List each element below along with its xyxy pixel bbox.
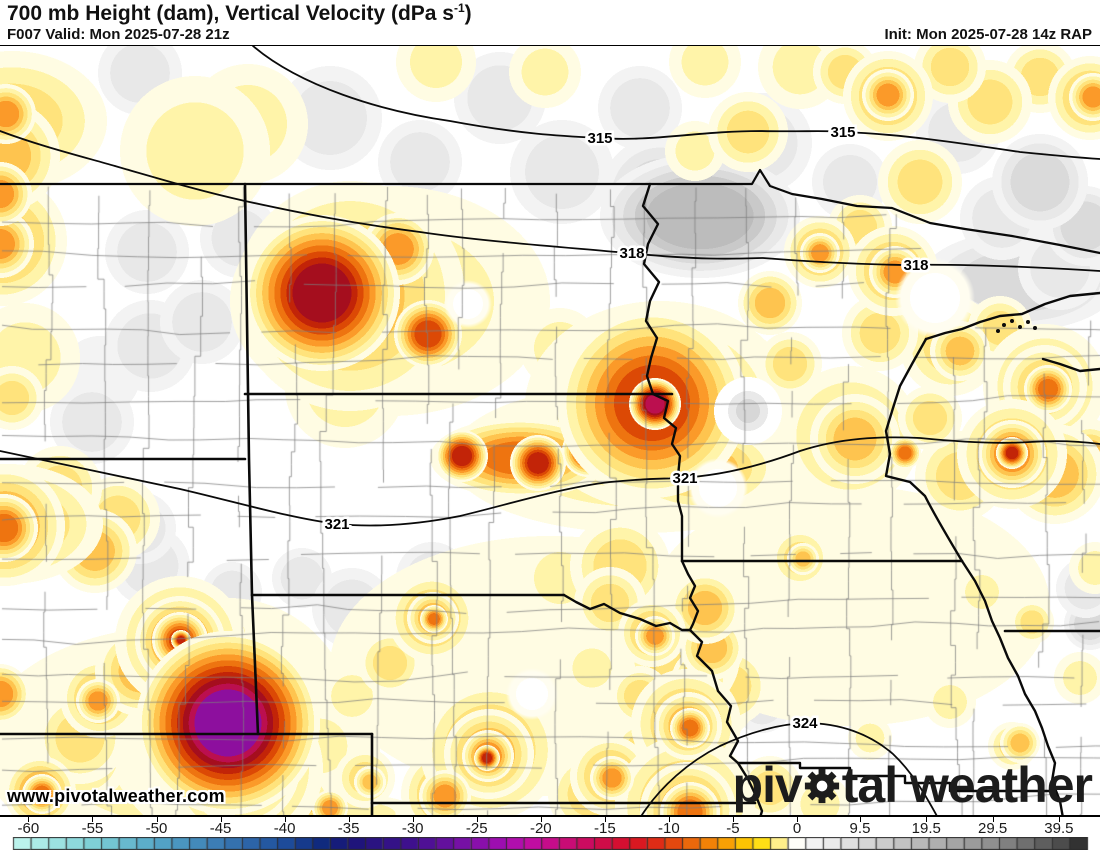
colorbar-tick xyxy=(992,817,994,822)
init-time-text: Init: Mon 2025-07-28 14z RAP xyxy=(884,26,1092,43)
watermark-url: www.pivotalweather.com xyxy=(7,786,225,806)
colorbar-tick-label: -50 xyxy=(145,820,168,837)
colorbar-tick-label: 0 xyxy=(792,820,802,837)
colorbar: -60 -55 -50 -45 -40 -35 -30 -25 -20 -15 -10 -5 0 9.5 1… xyxy=(0,817,1100,850)
colorbar-tick xyxy=(28,817,30,822)
contour-label: 318 xyxy=(903,257,928,274)
colorbar-tick xyxy=(476,817,478,822)
colorbar-tick xyxy=(284,817,286,822)
colorbar-tick xyxy=(348,817,350,822)
colorbar-tick-label: -60 xyxy=(17,820,40,837)
county-lines-layer xyxy=(0,46,1100,815)
colorbar-tick-label: -10 xyxy=(658,820,680,837)
colorbar-tick-label: -45 xyxy=(209,820,232,837)
colorbar-tick xyxy=(92,817,94,822)
colorbar-tick-label: 39.5 xyxy=(1044,820,1074,837)
colorbar-gradient xyxy=(0,837,1100,850)
contour-label: 318 xyxy=(619,245,644,262)
colorbar-tick-label: 19.5 xyxy=(911,820,941,837)
colorbar-tick-label: -5 xyxy=(726,820,740,837)
colorbar-tick xyxy=(540,817,542,822)
contour-label: 324 xyxy=(792,715,818,732)
colorbar-tick-label: -15 xyxy=(594,820,616,837)
header: 700 mb Height (dam), Vertical Velocity (… xyxy=(0,0,1100,45)
contour-label: 315 xyxy=(830,124,855,141)
colorbar-tick xyxy=(156,817,158,822)
valid-time-text: F007 Valid: Mon 2025-07-28 21z xyxy=(7,26,230,43)
colorbar-tick xyxy=(668,817,670,822)
colorbar-tick xyxy=(412,817,414,822)
colorbar-tick-label: -55 xyxy=(81,820,104,837)
colorbar-tick-label: 9.5 xyxy=(849,820,871,837)
colorbar-tick xyxy=(220,817,222,822)
colorbar-tick-label: -35 xyxy=(337,820,360,837)
colorbar-tick xyxy=(604,817,606,822)
pivotal-weather-logo: piv tal weather xyxy=(732,757,1093,813)
colorbar-tick xyxy=(797,817,798,822)
colorbar-tick xyxy=(926,817,928,822)
colorbar-tick xyxy=(1058,817,1060,822)
colorbar-tick-label: -20 xyxy=(529,820,552,837)
page-title: 700 mb Height (dam), Vertical Velocity (… xyxy=(7,1,472,25)
contour-label: 321 xyxy=(324,516,349,533)
gear-icon xyxy=(803,763,841,813)
colorbar-tick-label: 29.5 xyxy=(977,820,1008,837)
colorbar-tick-label: -30 xyxy=(401,820,424,837)
colorbar-tick-label: -40 xyxy=(273,820,296,837)
colorbar-tick xyxy=(732,817,734,822)
state-borders-and-contours: 315 315 318 318 321 321 324 xyxy=(0,46,1100,815)
colorbar-tick xyxy=(859,817,861,822)
contour-label: 321 xyxy=(672,470,697,487)
title-superscript: -1 xyxy=(454,1,465,15)
contour-label: 315 xyxy=(587,130,612,147)
colorbar-tick-label: -25 xyxy=(465,820,488,837)
map-area[interactable]: 315 315 318 318 321 321 324 www.pivotalweather… xyxy=(0,45,1100,817)
